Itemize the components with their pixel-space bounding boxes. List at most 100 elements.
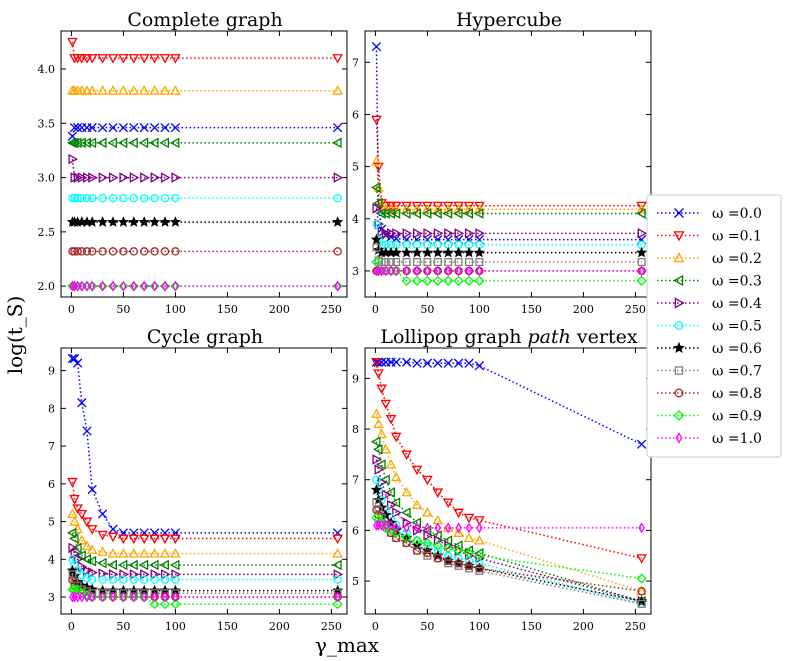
data-point	[373, 369, 384, 379]
data-point	[78, 591, 86, 603]
data-point	[107, 54, 119, 64]
data-point	[151, 591, 158, 603]
data-point	[150, 575, 159, 584]
data-point	[86, 525, 98, 535]
data-point	[149, 534, 160, 545]
legend-label: ω =0.1	[712, 229, 762, 245]
data-point	[73, 553, 84, 565]
data-point	[372, 197, 383, 209]
data-point	[139, 575, 149, 584]
data-point	[433, 258, 442, 267]
data-point	[161, 280, 169, 292]
data-point	[411, 465, 423, 476]
data-point	[401, 201, 412, 212]
data-point	[424, 265, 431, 277]
data-point	[138, 85, 150, 95]
data-point	[171, 589, 180, 598]
data-point	[109, 591, 117, 603]
data-point	[374, 464, 385, 475]
data-point	[172, 591, 179, 603]
series-line	[376, 361, 642, 445]
data-point	[401, 357, 412, 367]
data-point	[140, 591, 148, 603]
data-point	[392, 522, 400, 534]
legend-marker	[675, 432, 683, 444]
data-point	[390, 432, 402, 443]
data-point	[638, 265, 645, 277]
y-tick-label: 4.0	[38, 63, 56, 76]
data-point	[453, 246, 465, 258]
data-point	[109, 280, 117, 292]
data-point	[638, 522, 645, 534]
data-point	[138, 559, 149, 571]
data-point	[376, 428, 387, 439]
data-point	[129, 122, 139, 133]
data-point	[81, 540, 93, 551]
legend-label: ω =0.4	[712, 296, 762, 312]
y-tick-label: 5	[352, 161, 359, 174]
axes-frame	[60, 347, 348, 615]
data-point	[402, 538, 411, 548]
data-point	[150, 172, 161, 183]
data-point	[81, 54, 93, 64]
data-point	[423, 548, 432, 558]
legend-label: ω =0.9	[712, 409, 762, 425]
data-point	[76, 54, 88, 64]
data-point	[86, 54, 98, 64]
data-point	[422, 201, 433, 212]
data-point	[380, 399, 392, 410]
data-point	[108, 193, 118, 203]
data-point	[390, 208, 401, 219]
data-point	[412, 358, 422, 368]
data-point	[411, 201, 423, 212]
data-point	[97, 216, 109, 227]
data-point	[160, 575, 170, 584]
data-point	[372, 444, 383, 455]
data-point	[98, 193, 107, 203]
data-point	[120, 591, 127, 603]
series-cycle-graph-5	[68, 555, 342, 584]
data-point	[97, 557, 107, 569]
x-tick-label: 200	[269, 620, 290, 633]
data-point	[172, 280, 179, 292]
data-point	[401, 486, 412, 497]
data-point	[636, 208, 646, 219]
data-point	[463, 513, 475, 524]
series-line	[375, 187, 642, 215]
data-point	[401, 532, 412, 544]
title-hypercube: Hypercube	[456, 9, 562, 31]
data-point	[636, 201, 647, 212]
data-point	[444, 265, 452, 277]
data-point	[159, 559, 170, 571]
data-point	[170, 534, 181, 545]
x-tick-label: 0	[372, 303, 379, 316]
data-point	[70, 172, 81, 183]
data-point	[332, 137, 342, 149]
data-point	[128, 559, 138, 571]
data-point	[99, 591, 106, 603]
data-point	[87, 122, 97, 133]
legend-marker	[674, 388, 684, 398]
data-point	[130, 591, 138, 603]
data-point	[88, 280, 96, 292]
series-line	[376, 524, 642, 529]
data-point	[464, 258, 474, 267]
y-tick-label: 2.5	[38, 226, 56, 239]
data-point	[385, 208, 396, 219]
data-point	[376, 208, 386, 219]
data-point	[402, 258, 411, 267]
series-cycle-graph-0	[67, 353, 343, 538]
legend-entry: ω =1.0	[657, 431, 762, 447]
data-point	[433, 358, 443, 368]
legend-entry: ω =0.7	[657, 364, 762, 380]
x-tick-label: 0	[68, 620, 75, 633]
data-point	[465, 522, 473, 534]
data-point	[442, 246, 454, 258]
data-point	[140, 280, 148, 292]
data-point	[434, 265, 442, 277]
data-point	[97, 137, 107, 149]
data-point	[169, 216, 181, 227]
data-point	[67, 508, 78, 519]
title-lollipop-tail: vertex	[571, 326, 638, 348]
data-point	[171, 247, 180, 256]
